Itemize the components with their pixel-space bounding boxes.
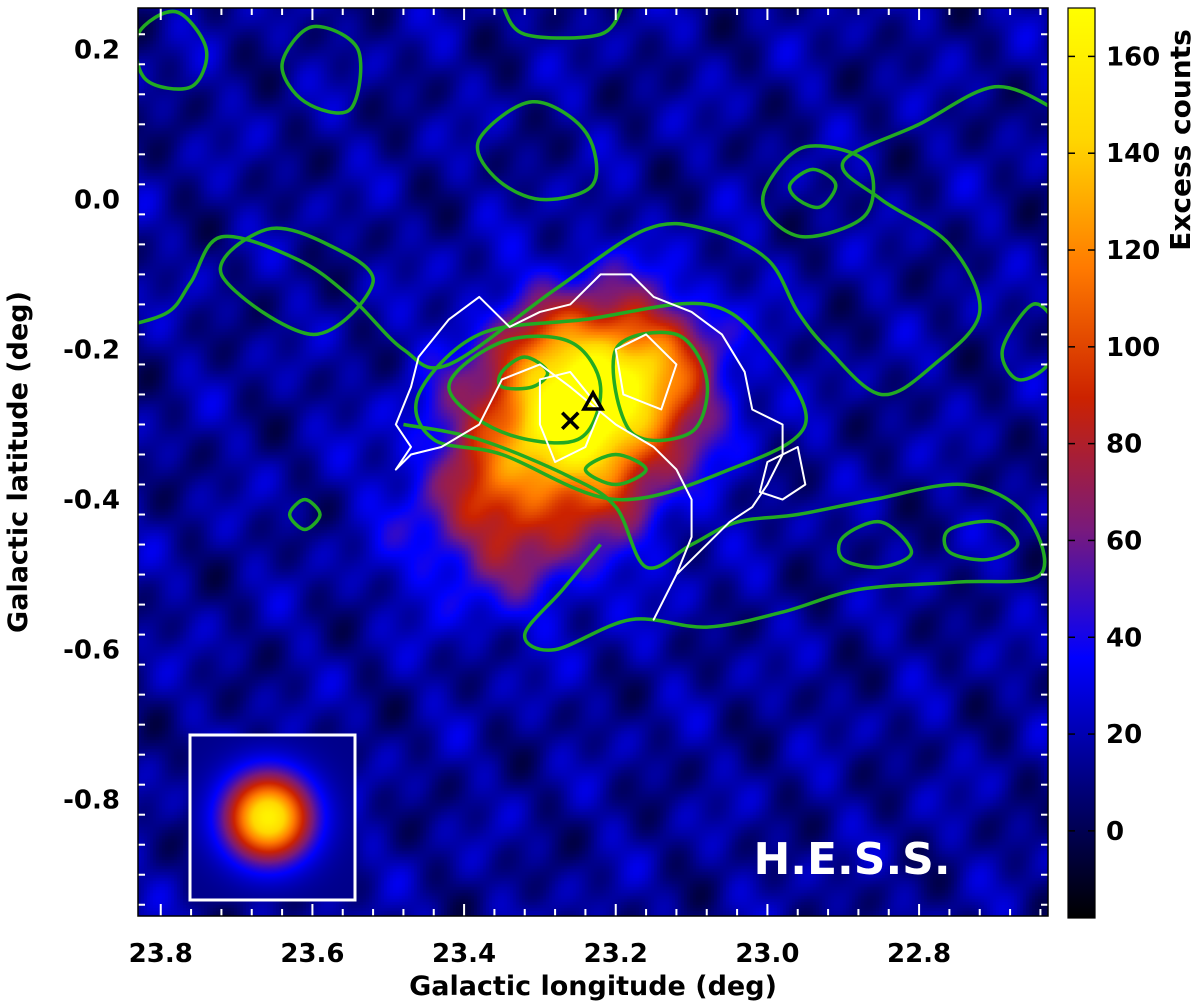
green-contour-line	[836, 519, 914, 570]
cross-marker	[561, 411, 580, 430]
green-contour-line	[475, 100, 599, 202]
y-tick-label: -0.4	[63, 486, 120, 516]
plot-area: H.E.S.S.	[137, 7, 1049, 917]
white-contour-line	[394, 273, 784, 621]
colorbar-tick-label: 80	[1106, 430, 1142, 460]
plot-frame	[137, 7, 1049, 917]
psf-inset-frame	[188, 733, 357, 902]
colorbar-gradient	[1068, 8, 1095, 918]
x-tick-label: 23.6	[280, 939, 344, 969]
y-tick-label: -0.8	[63, 786, 120, 816]
hess-watermark: H.E.S.S.	[753, 834, 950, 885]
x-tick-label: 23.2	[584, 939, 648, 969]
colorbar-tick-label: 20	[1106, 720, 1142, 750]
green-contour-line	[496, 355, 550, 391]
colorbar-tick-label: 120	[1106, 236, 1160, 266]
triangle-marker	[581, 389, 605, 411]
frame-ticks	[138, 8, 1048, 916]
psf-inset-image	[190, 735, 355, 900]
white-contours	[394, 273, 807, 621]
green-contour-line	[502, 8, 624, 40]
green-contour-line	[403, 422, 1047, 652]
y-axis-tick-labels: 0.2 0.0 -0.2 -0.4 -0.6 -0.8	[63, 35, 120, 815]
green-contour-line	[138, 85, 1048, 397]
green-contour-line	[218, 226, 375, 337]
x-axis-label: Galactic longitude (deg)	[409, 971, 777, 1002]
colorbar-tick-label: 100	[1106, 333, 1160, 363]
colorbar-tick-label: 60	[1106, 526, 1142, 556]
green-contour-line	[138, 9, 209, 91]
x-tick-label: 23.4	[432, 939, 496, 969]
colorbar-tick-label: 0	[1106, 817, 1124, 847]
green-contour-line	[287, 497, 322, 532]
x-axis-tick-labels: 23.8 23.6 23.4 23.2 23.0 22.8	[129, 939, 951, 969]
y-axis-label: Galactic latitude (deg)	[3, 291, 34, 633]
white-contour-line	[758, 445, 807, 501]
green-contour-line	[942, 519, 1020, 562]
y-tick-label: 0.0	[74, 185, 120, 215]
green-contour-line	[760, 144, 876, 239]
psf-inset	[188, 733, 357, 902]
green-contour-line	[611, 330, 710, 443]
y-tick-label: 0.2	[74, 35, 120, 65]
y-tick-label: -0.6	[63, 636, 120, 666]
colorbar-label: Excess counts	[1164, 29, 1197, 251]
x-tick-label: 22.8	[887, 939, 951, 969]
green-contour-line	[583, 452, 648, 487]
colorbar: 0 20 40 60 80 100 120 140 160 Excess counts	[1067, 7, 1197, 919]
colorbar-tick-label: 160	[1106, 42, 1160, 72]
green-contour-line	[787, 167, 838, 210]
colorbar-tick-label: 40	[1106, 623, 1142, 653]
y-tick-label: -0.2	[63, 335, 120, 365]
x-tick-label: 23.8	[129, 939, 193, 969]
source-markers	[561, 389, 605, 430]
colorbar-tick-label: 140	[1106, 139, 1160, 169]
colorbar-frame	[1067, 7, 1096, 919]
x-tick-label: 23.0	[735, 939, 799, 969]
colorbar-ticks: 0 20 40 60 80 100 120 140 160	[1068, 42, 1160, 847]
green-contour-line	[1000, 302, 1048, 382]
green-contours	[138, 8, 1048, 652]
white-contour-line	[614, 333, 678, 411]
green-contour-line	[447, 334, 603, 445]
green-contour-line	[280, 24, 363, 115]
green-contour-line	[414, 301, 808, 502]
